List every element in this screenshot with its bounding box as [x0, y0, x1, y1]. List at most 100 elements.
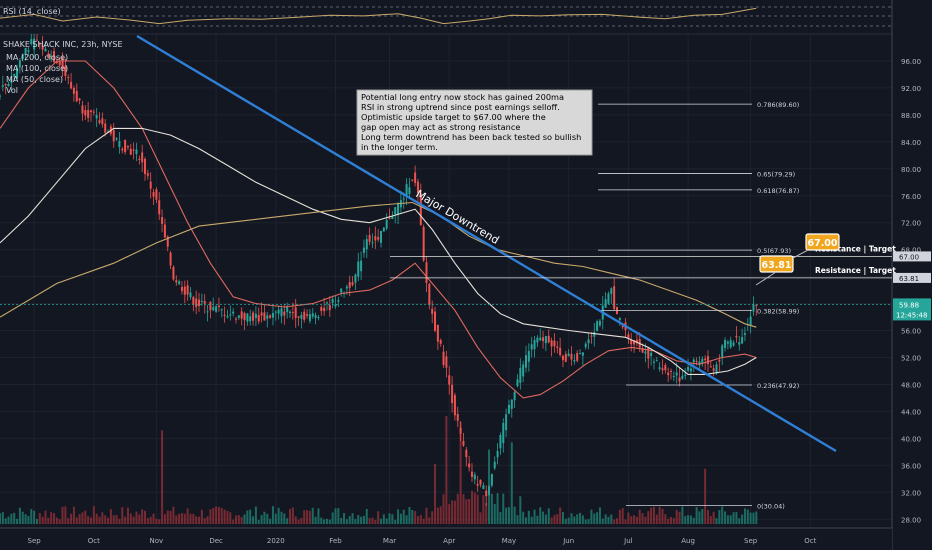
volume-bar: [186, 508, 189, 524]
time-axis[interactable]: Sep Oct Nov Dec 2020 Feb Mar Apr May Jun Jul Aug Sep…: [0, 527, 892, 550]
volume-bar: [95, 513, 98, 524]
volume-bar: [749, 512, 752, 524]
time-tick-label: 2020: [267, 537, 285, 545]
candle-body: [718, 360, 721, 362]
volume-bar: [343, 513, 346, 524]
candle-body: [550, 340, 553, 347]
volume-bar: [317, 508, 320, 524]
candle-body: [53, 51, 56, 63]
candle-body: [87, 109, 90, 118]
candle-body: [482, 485, 485, 490]
time-tick-label: Oct: [804, 537, 816, 545]
candle-body: [416, 181, 419, 194]
candle-body: [212, 306, 215, 311]
candle-body: [397, 204, 400, 215]
volume-bar: [58, 519, 61, 524]
candle-body: [16, 67, 19, 79]
volume-bar: [254, 506, 257, 524]
candle-body: [203, 301, 206, 304]
volume-bar: [266, 513, 269, 524]
volume-bar: [630, 516, 633, 524]
volume-bar: [453, 500, 456, 524]
candle-body: [126, 146, 129, 148]
volume-bar: [721, 506, 724, 524]
candle-body: [644, 351, 647, 354]
volume-bar: [436, 507, 439, 524]
candle-body: [527, 351, 530, 362]
volume-bar: [502, 493, 505, 524]
candle-body: [78, 98, 81, 101]
candle-body: [689, 368, 692, 372]
candle-body: [27, 50, 30, 52]
candle-body: [325, 302, 328, 304]
candle-body: [627, 334, 630, 339]
volume-bar: [7, 516, 10, 524]
candle-body: [755, 304, 758, 306]
candle-body: [13, 74, 16, 77]
volume-bar: [252, 516, 255, 524]
candle-body: [243, 313, 246, 321]
volume-bar: [596, 512, 599, 524]
volume-bar: [544, 514, 547, 524]
candle-body: [695, 361, 698, 363]
volume-bar: [434, 464, 437, 524]
time-tick-label: Mar: [383, 537, 396, 545]
chart-title: SHAKE SHACK INC, 23h, NYSE: [3, 40, 123, 49]
candle-body: [425, 262, 428, 283]
annotation-box[interactable]: Potential long entry now stock has gaine…: [356, 89, 593, 156]
candle-body: [95, 114, 98, 119]
volume-bar: [78, 514, 81, 524]
time-axis-background: [0, 528, 892, 550]
candle-body: [183, 286, 186, 295]
volume-bar: [274, 513, 277, 524]
candle-body: [505, 414, 508, 431]
candle-body: [163, 224, 166, 238]
volume-bar: [522, 511, 525, 524]
volume-bar: [505, 507, 508, 524]
volume-bar: [35, 518, 38, 524]
annotation-line-5: Long term downtrend has been back tested…: [361, 132, 581, 142]
volume-bar: [581, 515, 584, 524]
volume-bar: [650, 507, 653, 524]
candle-body: [607, 293, 610, 304]
volume-bar: [75, 517, 78, 524]
candle-body: [704, 358, 707, 361]
candle-body: [98, 120, 101, 123]
volume-bar: [732, 512, 735, 524]
volume-bar: [132, 516, 135, 524]
volume-bar: [172, 506, 175, 524]
candle-body: [542, 337, 545, 342]
volume-bar: [670, 517, 673, 524]
volume-bar: [323, 519, 326, 524]
bar-countdown: 12:45:48: [896, 311, 927, 319]
fib-level-label: 0.65(79.29): [757, 171, 795, 179]
volume-bar: [584, 519, 587, 524]
volume-bar: [203, 518, 206, 524]
candle-body: [38, 42, 41, 44]
ma-line: [0, 127, 757, 375]
candle-body: [513, 392, 516, 401]
candle-body: [280, 308, 283, 317]
downtrend-line[interactable]: [136, 34, 837, 453]
candle-body: [670, 370, 673, 372]
volume-bar: [135, 511, 138, 524]
volume-bar: [357, 515, 360, 524]
candle-body: [630, 339, 633, 345]
volume-bar: [621, 508, 624, 524]
candle-body: [507, 404, 510, 414]
volume-bar: [16, 518, 19, 524]
volume-bar: [283, 513, 286, 524]
volume-bar: [755, 511, 758, 524]
price-tick-label: 88.00: [901, 112, 921, 120]
candle-body: [741, 337, 744, 344]
volume-bar: [101, 512, 104, 524]
annotation-line-2: RSI in strong uptrend since post earning…: [361, 102, 560, 112]
volume-bar: [226, 511, 229, 524]
candle-body: [240, 311, 243, 319]
candle-body: [408, 187, 411, 195]
volume-bar: [138, 514, 141, 524]
candle-body: [351, 282, 354, 286]
volume-bar: [0, 513, 1, 524]
candle-body: [189, 292, 192, 298]
